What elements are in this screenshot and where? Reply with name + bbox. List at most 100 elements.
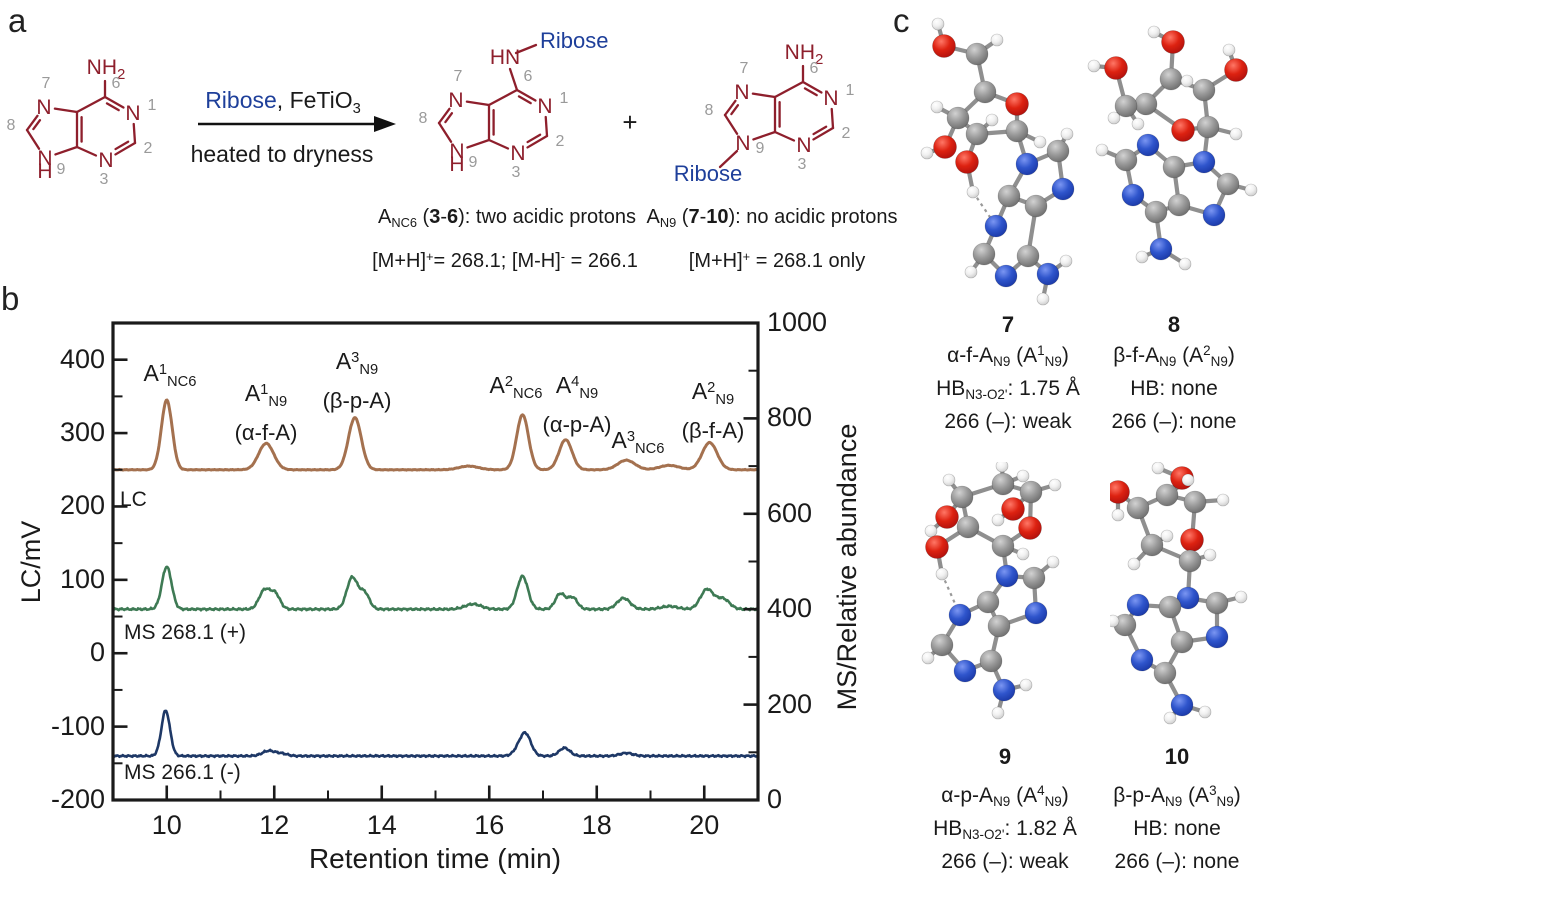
y-left-tick-label: 0 [89,637,105,668]
molecule-8-hbond: HB: none [1130,377,1218,400]
svg-text:2: 2 [144,140,153,157]
x-tick-label: 16 [474,810,505,840]
svg-text:7: 7 [454,68,463,85]
svg-text:3: 3 [798,156,807,173]
svg-text:H: H [37,160,52,183]
panel-c-label: c [893,2,910,39]
trace-label: MS 268.1 (+) [124,621,246,644]
plus-sign: + [622,107,638,137]
y-left-tick-label: 200 [59,490,105,521]
svg-text:7: 7 [740,60,749,77]
panel-a-label: a [8,2,27,39]
svg-text:3: 3 [512,164,521,181]
peak-annotation-isomer: (β-p-A) [322,388,392,413]
svg-text:N: N [36,96,51,119]
y-right-tick-label: 200 [767,688,813,719]
trace-lc [113,398,758,472]
svg-text:HN: HN [490,46,520,69]
molecule-10-name: β-p-AN9 (A3N9) [1113,783,1241,810]
peak-annotation: A2N9 [691,378,735,408]
y-left-tick-label: 100 [59,563,105,594]
y-right-tick-label: 400 [767,593,813,624]
peak-annotation: A2NC6 [489,372,543,402]
svg-text:NH2: NH2 [87,56,126,83]
svg-text:N: N [537,95,552,118]
nc6-product-ms: [M+H]+= 268.1; [M-H]- = 266.1 [372,248,638,272]
molecule-8-name: β-f-AN9 (A2N9) [1113,343,1235,370]
svg-text:N: N [37,147,52,170]
molecule-9-hbond: HBN3-O2': 1.82 Å [933,817,1077,843]
nc6-product-caption: ANC6 (3-6): two acidic protons [378,206,636,231]
chromatogram-plot [111,321,760,802]
trace-label: LC [120,488,147,511]
peak-annotation: A4N9 [555,372,599,402]
molecule-10-hbond: HB: none [1133,817,1221,840]
molecule-9-model [921,462,1062,720]
svg-text:N: N [448,89,463,112]
svg-text:NH2: NH2 [785,41,824,68]
svg-text:8: 8 [705,102,714,119]
molecule-9-name: α-p-AN9 (A4N9) [941,783,1069,810]
svg-text:7: 7 [42,75,51,92]
svg-text:8: 8 [7,117,16,134]
trace-label: MS 266.1 (-) [124,761,241,784]
y-left-tick-label: -100 [50,710,105,741]
peak-annotation: A3N9 [335,348,379,378]
y-axis-title-right: MS/Relative abundance [832,423,862,711]
svg-text:N: N [796,134,811,157]
adenine-reactant-structure: N N N N NH2 H 7 6 1 2 3 8 9 [7,56,157,188]
y-right-tick-label: 1000 [767,307,828,337]
reaction-conditions-top: Ribose, FeTiO3 [205,87,361,117]
svg-text:9: 9 [469,154,478,171]
peak-annotation-isomer: (α-p-A) [542,412,612,437]
svg-text:H: H [449,153,464,176]
molecule-9-ms: 266 (–): weak [941,850,1069,873]
svg-text:9: 9 [756,140,765,157]
peak-annotation: A1N9 [244,380,288,410]
trace-ms-268-1--+- [113,565,758,612]
molecule-7-name: α-f-AN9 (A1N9) [947,343,1069,370]
svg-text:N: N [98,149,113,172]
svg-text:1: 1 [560,90,569,107]
svg-text:N: N [823,87,838,110]
molecule-7-model [920,17,1075,306]
svg-text:Ribose: Ribose [674,161,742,186]
svg-text:N: N [735,132,750,155]
y-right-tick-label: 800 [767,402,813,433]
molecule-10-ms: 266 (–): none [1114,850,1240,873]
molecule-7-number: 7 [1001,312,1015,337]
peak-annotation: A1NC6 [143,360,197,390]
svg-text:2: 2 [842,125,851,142]
x-tick-label: 10 [151,810,182,840]
reaction-arrow [198,116,396,132]
molecule-8-model [1087,25,1258,271]
svg-text:N: N [510,142,525,165]
y-right-tick-label: 600 [767,497,813,528]
peak-annotation-isomer: (α-f-A) [234,420,298,445]
panel-b-label: b [1,280,20,317]
svg-text:N: N [734,81,749,104]
reaction-conditions-bottom: heated to dryness [190,141,374,167]
molecule-7-hbond: HBN3-O2': 1.75 Å [936,377,1080,403]
y-left-tick-label: -200 [50,784,105,814]
x-tick-label: 18 [581,810,612,840]
n9-product-ms: [M+H]+ = 268.1 only [688,248,866,272]
molecule-9-number: 9 [998,744,1012,769]
y-axis-title-left: LC/mV [16,520,46,604]
molecule-10-model [1110,462,1248,725]
y-right-tick-label: 0 [767,784,783,814]
svg-text:N: N [449,140,464,163]
x-tick-label: 14 [366,810,397,840]
x-tick-label: 20 [689,810,720,840]
adenine-n9-product-structure: N N N N NH2 Ribose 7 6 1 2 3 8 9 [674,41,855,186]
adenine-nc6-product-structure: N N N N HN Ribose H 7 6 1 2 3 8 9 [419,28,609,181]
x-tick-label: 12 [259,810,290,840]
molecule-8-ms: 266 (–): none [1111,410,1237,433]
x-axis-title: Retention time (min) [308,843,562,874]
svg-text:3: 3 [100,171,109,188]
svg-text:6: 6 [524,68,533,85]
svg-text:9: 9 [57,161,66,178]
svg-text:1: 1 [148,97,157,114]
n9-product-caption: AN9 (7-10): no acidic protons [646,206,898,231]
